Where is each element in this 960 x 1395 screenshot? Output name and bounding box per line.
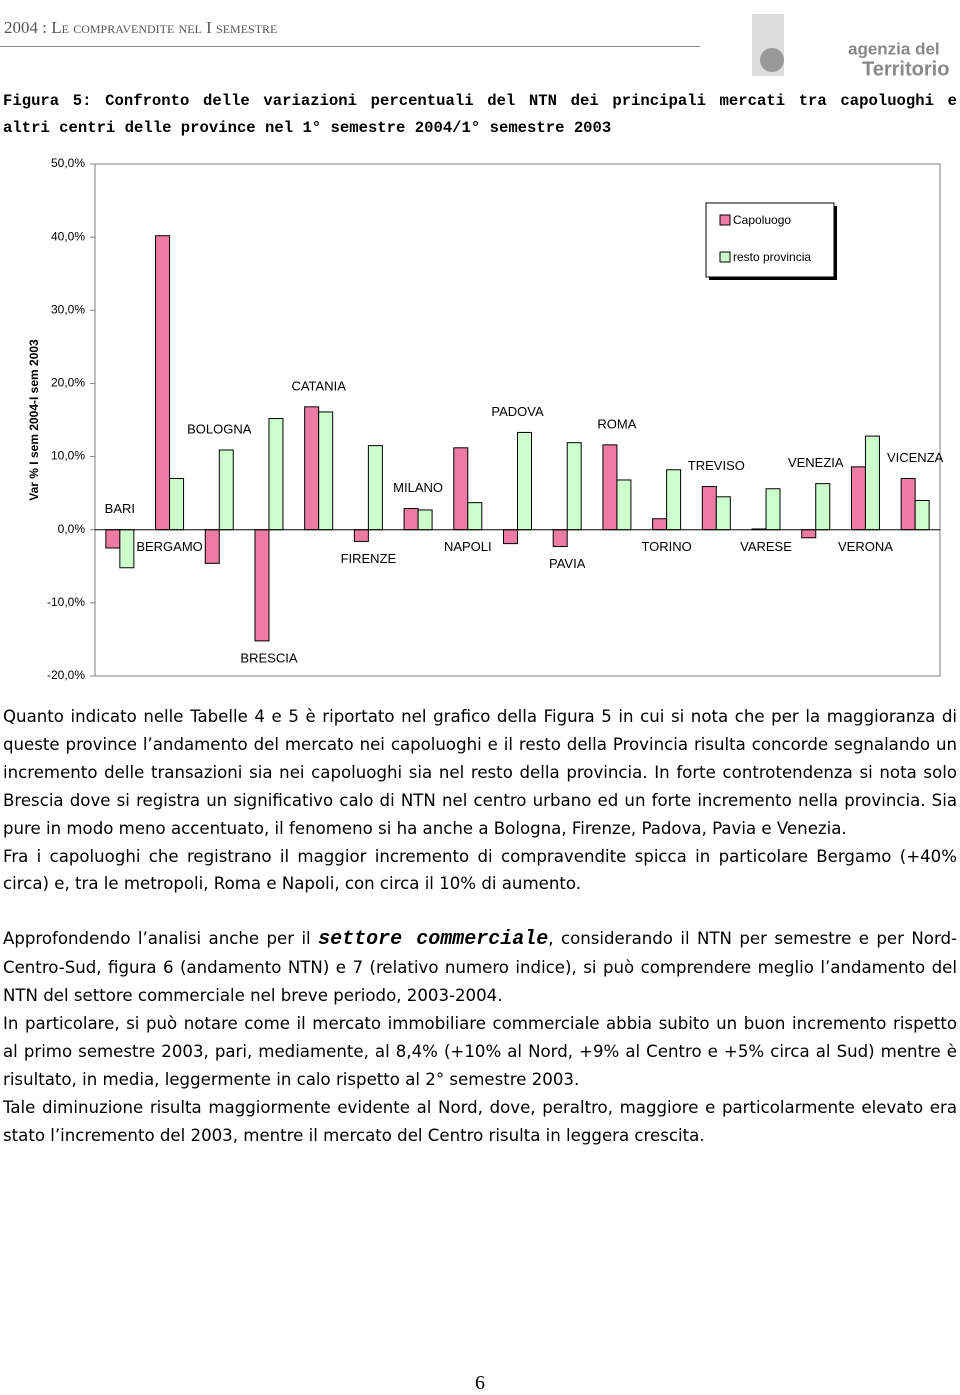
category-label: PADOVA: [491, 404, 544, 419]
bar: [318, 411, 334, 531]
paragraph: Tale diminuzione risulta maggiormente ev…: [3, 1094, 957, 1150]
legend-swatch: [719, 251, 731, 263]
body-text: Quanto indicato nelle Tabelle 4 e 5 è ri…: [3, 703, 957, 1150]
bar: [652, 518, 668, 531]
category-label: BERGAMO: [136, 539, 202, 554]
category-label: ROMA: [597, 416, 636, 431]
y-tick-label: 50,0%: [51, 156, 85, 170]
category-label: VENEZIA: [788, 455, 844, 470]
legend-swatch: [719, 214, 731, 226]
bar: [517, 431, 532, 531]
bar: [900, 478, 916, 531]
bar: [765, 488, 781, 531]
y-tick-label: 40,0%: [51, 229, 85, 243]
category-label: MILANO: [393, 480, 443, 495]
bar: [602, 444, 618, 531]
bar: [467, 502, 483, 531]
bar: [169, 478, 185, 531]
logo-text: Territorio: [862, 58, 949, 80]
bar: [503, 529, 518, 545]
bar: [914, 499, 930, 531]
bar: [864, 435, 880, 531]
text-run: Quanto indicato nelle Tabelle 4 e 5 è ri…: [3, 707, 957, 838]
y-tick-label: -10,0%: [47, 595, 85, 609]
bar: [801, 529, 817, 539]
bar: [105, 529, 121, 549]
header-rule: [0, 46, 700, 47]
category-label: VICENZA: [887, 450, 944, 465]
legend-label: Capoluogo: [733, 213, 791, 227]
page-number: 6: [475, 1372, 485, 1394]
bar: [552, 529, 568, 548]
text-run: Tale diminuzione risulta maggiormente ev…: [3, 1097, 957, 1145]
logo-mark: [760, 48, 784, 72]
bar: [403, 508, 419, 531]
bar: [218, 449, 234, 531]
category-label: BRESCIA: [240, 650, 297, 665]
bar: [666, 469, 682, 531]
bar: [453, 447, 469, 531]
y-tick-label: 30,0%: [51, 302, 85, 316]
bar: [715, 496, 731, 531]
category-label: CATANIA: [291, 378, 346, 393]
category-label: TREVISO: [688, 458, 745, 473]
bar: [304, 406, 320, 531]
bar: [119, 529, 135, 569]
bar: [815, 483, 831, 531]
paragraph: In particolare, si può notare come il me…: [3, 1010, 957, 1094]
category-label: BOLOGNA: [187, 421, 252, 436]
bar: [616, 479, 632, 531]
header-title: 2004 : Le compravendite nel I semestre: [4, 18, 278, 37]
bar: [268, 418, 284, 531]
y-axis-label: Var % I sem 2004-I sem 2003: [27, 339, 41, 501]
y-tick-label: 20,0%: [51, 376, 85, 390]
bar: [417, 509, 433, 531]
logo-text: agenzia del: [848, 39, 940, 58]
bar: [204, 529, 220, 564]
figure-caption: Figura 5: Confronto delle variazioni per…: [3, 92, 957, 137]
category-label: TORINO: [641, 539, 691, 554]
bar: [367, 445, 383, 531]
category-label: PAVIA: [549, 556, 586, 571]
category-label: BARI: [105, 501, 135, 516]
legend-label: resto provincia: [733, 250, 811, 264]
emphasis: settore commerciale: [318, 928, 549, 952]
paragraph: Fra i capoluoghi che registrano il maggi…: [3, 843, 957, 899]
category-label: VERONA: [838, 539, 893, 554]
text-run: , considerando il NTN per semestre e per…: [3, 929, 957, 1006]
logo: agenzia del Territorio: [752, 14, 949, 80]
category-label: FIRENZE: [341, 551, 397, 566]
bar: [701, 486, 717, 531]
y-tick-label: 0,0%: [58, 522, 86, 536]
text-run: In particolare, si può notare come il me…: [3, 1014, 957, 1089]
bar: [254, 529, 270, 642]
paragraph: Quanto indicato nelle Tabelle 4 e 5 è ri…: [3, 703, 957, 843]
bar: [155, 235, 171, 531]
y-tick-label: -20,0%: [47, 668, 85, 682]
y-tick-label: 10,0%: [51, 449, 85, 463]
category-label: VARESE: [740, 539, 792, 554]
category-label: NAPOLI: [444, 539, 492, 554]
text-run: Approfondendo l’analisi anche per il: [3, 929, 319, 949]
text-run: Fra i capoluoghi che registrano il maggi…: [3, 846, 957, 894]
chart: agenzia del Territorio Var % I sem 2004-…: [27, 14, 949, 682]
plot-frame: [94, 163, 941, 677]
bar: [566, 442, 582, 531]
bar: [353, 529, 369, 542]
paragraph: Approfondendo l’analisi anche per il set…: [3, 925, 957, 1010]
bar: [850, 466, 866, 531]
